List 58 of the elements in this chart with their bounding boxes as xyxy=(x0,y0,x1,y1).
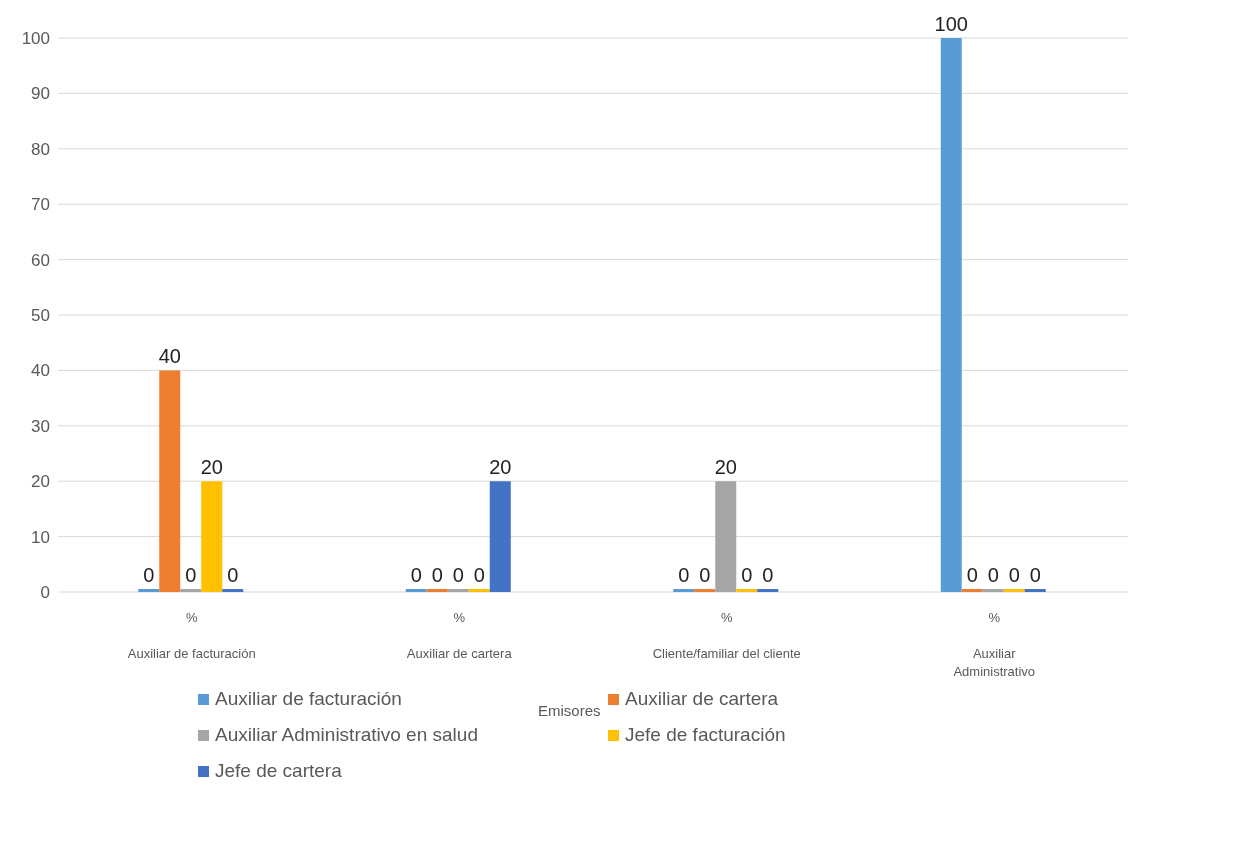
data-label: 20 xyxy=(200,456,223,479)
category-label: % Auxiliar de cartera xyxy=(406,610,512,661)
data-label: 0 xyxy=(966,564,978,586)
bar xyxy=(201,481,223,592)
data-label: 0 xyxy=(143,564,155,586)
y-tick-label: 10 xyxy=(31,527,50,547)
data-label: 0 xyxy=(452,564,464,586)
bar xyxy=(694,589,716,592)
legend-label: Auxiliar Administrativo en salud xyxy=(215,724,478,746)
data-label: 20 xyxy=(714,456,737,479)
data-label: 0 xyxy=(1029,564,1041,586)
data-label: 0 xyxy=(678,564,690,586)
data-label: 0 xyxy=(1008,564,1020,586)
bar xyxy=(159,370,181,592)
data-label: 0 xyxy=(762,564,774,586)
data-label: 0 xyxy=(227,564,239,586)
bar xyxy=(961,589,983,592)
data-label: 0 xyxy=(473,564,485,586)
bar xyxy=(405,589,427,592)
legend-label: Auxiliar de cartera xyxy=(625,688,779,710)
bar xyxy=(940,38,962,592)
data-label: 0 xyxy=(987,564,999,586)
data-label: 0 xyxy=(410,564,422,586)
text: Emisores xyxy=(538,702,601,719)
bar xyxy=(715,481,737,592)
y-tick-label: 20 xyxy=(31,472,50,492)
category-label: % Cliente/familiar del cliente xyxy=(652,610,801,661)
data-label: 100 xyxy=(934,13,968,35)
data-label: 0 xyxy=(699,564,711,586)
bar xyxy=(426,589,448,592)
bar xyxy=(1003,589,1025,592)
category-label: % Auxiliar de facturación xyxy=(127,610,256,661)
legend-label: Jefe de cartera xyxy=(215,760,342,782)
y-tick-label: 60 xyxy=(31,250,50,270)
data-label: 20 xyxy=(489,456,512,479)
data-label: 0 xyxy=(741,564,753,586)
bar xyxy=(1024,589,1046,592)
y-tick-label: 30 xyxy=(31,416,50,436)
bar xyxy=(468,589,490,592)
legend-label: Jefe de facturación xyxy=(625,724,786,746)
y-tick-label: 80 xyxy=(31,139,50,159)
bar xyxy=(138,589,160,592)
y-tick-label: 90 xyxy=(31,84,50,104)
data-label: 0 xyxy=(185,564,197,586)
y-tick-label: 100 xyxy=(21,29,50,49)
y-tick-label: 50 xyxy=(31,306,50,326)
y-tick-label: 70 xyxy=(31,195,50,215)
bar xyxy=(673,589,695,592)
legend-label: Auxiliar de facturación xyxy=(215,688,402,710)
bar xyxy=(222,589,244,592)
data-label: 0 xyxy=(431,564,443,586)
bar xyxy=(489,481,511,592)
y-tick-label: 0 xyxy=(40,583,50,603)
category-label: % Auxiliar Administrativo xyxy=(953,610,1036,679)
y-tick-label: 40 xyxy=(31,361,50,381)
data-label: 40 xyxy=(158,345,181,368)
bar xyxy=(757,589,779,592)
bar xyxy=(736,589,758,592)
